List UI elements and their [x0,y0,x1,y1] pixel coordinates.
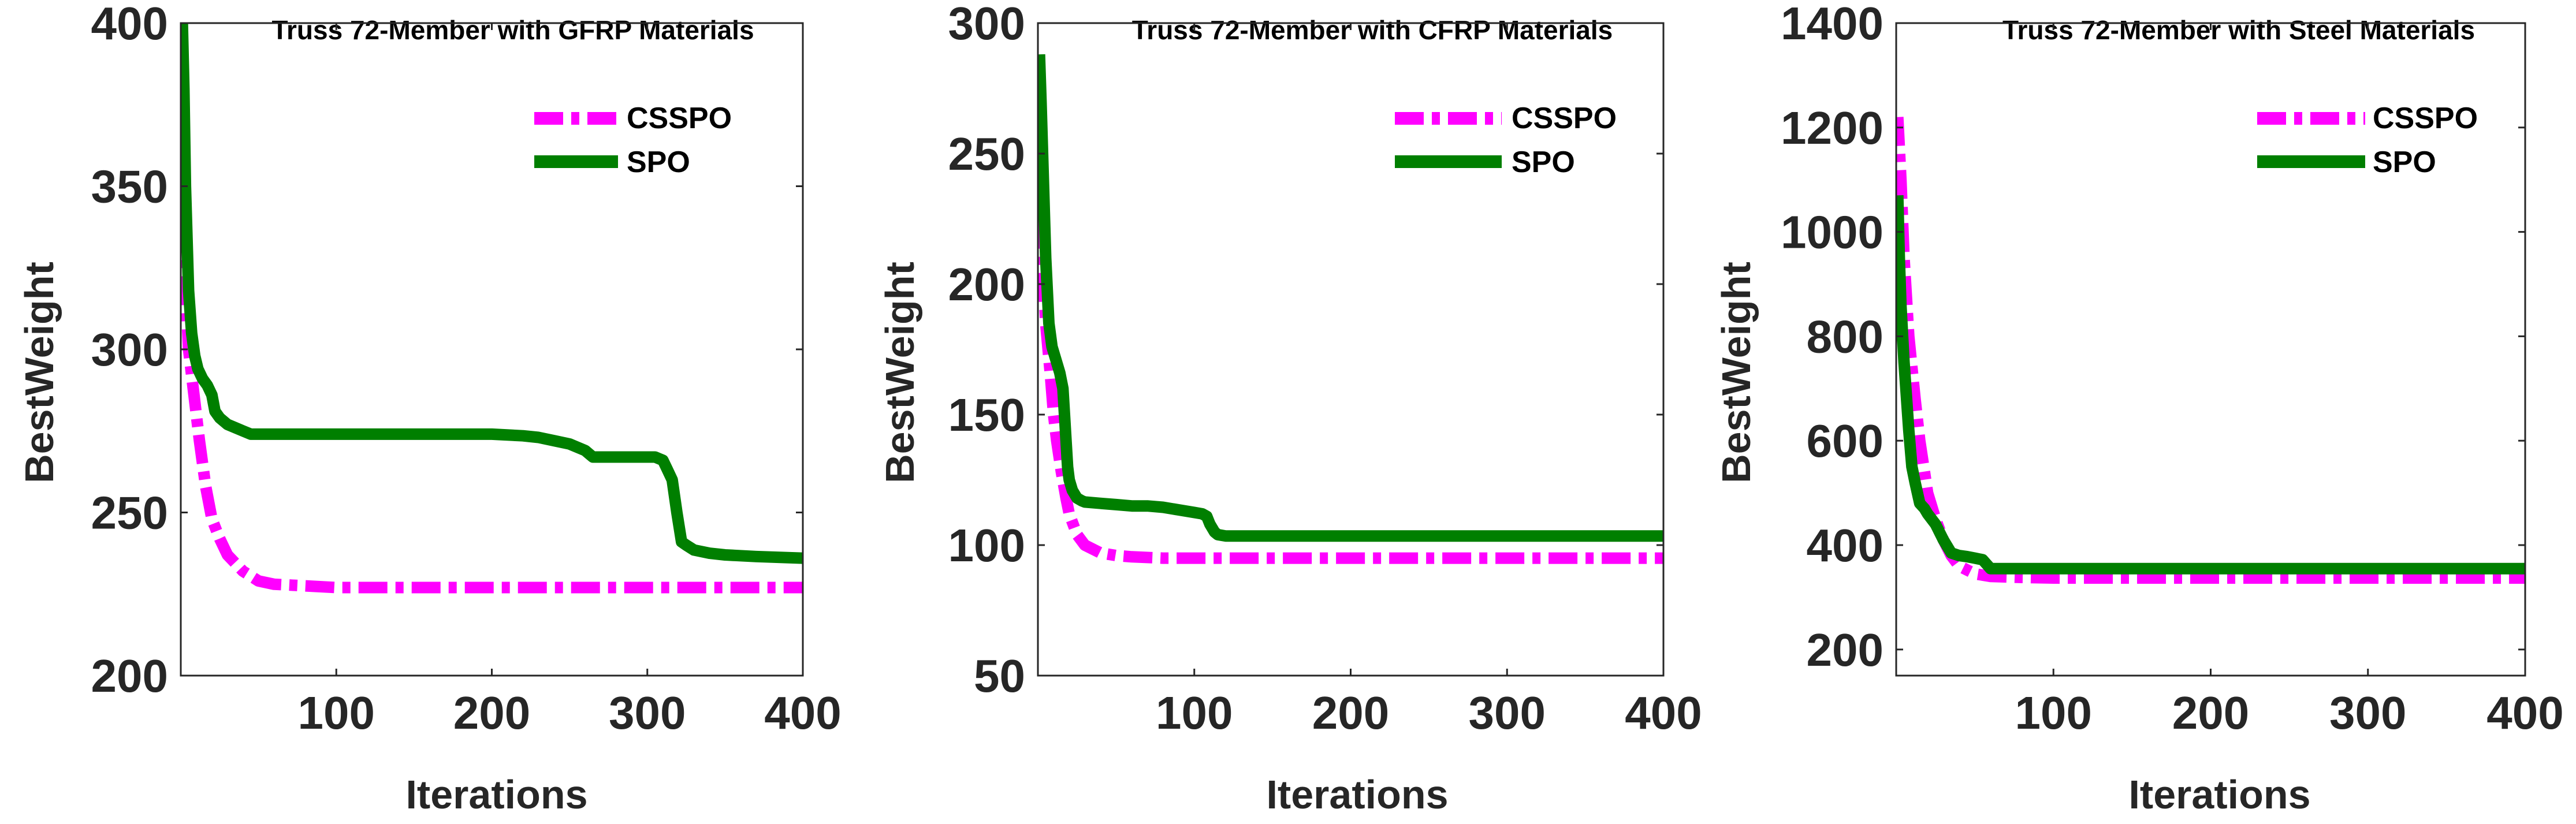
x-tick-label: 300 [1469,687,1546,739]
chart-title: Truss 72-Member with GFRP Materials [271,15,754,45]
x-axis-label: Iterations [2128,772,2310,817]
x-tick-label: 100 [298,687,375,739]
legend-label-spo: SPO [627,146,690,179]
legend-label-spo: SPO [1512,146,1575,179]
y-tick-label: 400 [91,0,168,49]
y-tick-label: 250 [91,487,168,539]
y-tick-label: 800 [1807,311,1883,362]
x-tick-label: 400 [2486,687,2563,739]
x-axis-label: Iterations [405,772,587,817]
series-line-spo [1896,195,2525,575]
y-tick-label: 400 [1807,520,1883,571]
y-tick-label: 350 [91,161,168,212]
y-tick-label: 600 [1807,415,1883,467]
legend-label-spo: SPO [2373,146,2436,179]
chart-panel-steel: Truss 72-Member with Steel Materials Ite… [1714,0,2564,817]
x-tick-label: 200 [1312,687,1389,739]
legend: CSSPO SPO [2257,102,2478,179]
y-axis-label: BestWeight [17,262,62,483]
series-line-csspo [1896,117,2525,584]
x-tick-label: 300 [609,687,686,739]
x-tick-label: 200 [2172,687,2249,739]
y-axis-label: BestWeight [877,262,922,483]
y-tick-label: 50 [974,650,1025,702]
y-tick-label: 1200 [1781,102,1883,154]
series-line-csspo [181,170,803,594]
y-tick-label: 250 [948,128,1025,180]
y-tick-label: 100 [948,520,1025,571]
x-tick-label: 300 [2329,687,2406,739]
x-tick-label: 400 [764,687,841,739]
chart-title: Truss 72-Member with Steel Materials [2002,15,2475,45]
y-tick-label: 1000 [1781,207,1883,258]
series-line-spo [1038,54,1663,542]
y-axis-label: BestWeight [1714,262,1759,483]
chart-panel-cfrp: Truss 72-Member with CFRP Materials Iter… [877,0,1702,817]
chart-panel-gfrp: Truss 72-Member with GFRP Materials Iter… [17,0,842,817]
series-line-spo [181,23,803,564]
series-line-csspo [1038,166,1663,564]
y-tick-label: 150 [948,389,1025,441]
x-tick-label: 100 [1156,687,1233,739]
x-tick-label: 400 [1625,687,1702,739]
y-tick-label: 300 [91,324,168,375]
chart-title: Truss 72-Member with CFRP Materials [1132,15,1613,45]
y-tick-label: 1400 [1781,0,1883,49]
y-tick-label: 200 [1807,624,1883,676]
legend-label-csspo: CSSPO [2373,102,2478,135]
legend: CSSPO SPO [534,102,732,179]
y-tick-label: 300 [948,0,1025,49]
x-tick-label: 200 [453,687,530,739]
legend-label-csspo: CSSPO [1512,102,1617,135]
legend: CSSPO SPO [1395,102,1617,179]
y-tick-label: 200 [948,259,1025,310]
y-tick-label: 200 [91,650,168,702]
x-tick-label: 100 [2015,687,2092,739]
x-axis-label: Iterations [1266,772,1448,817]
legend-label-csspo: CSSPO [627,102,732,135]
